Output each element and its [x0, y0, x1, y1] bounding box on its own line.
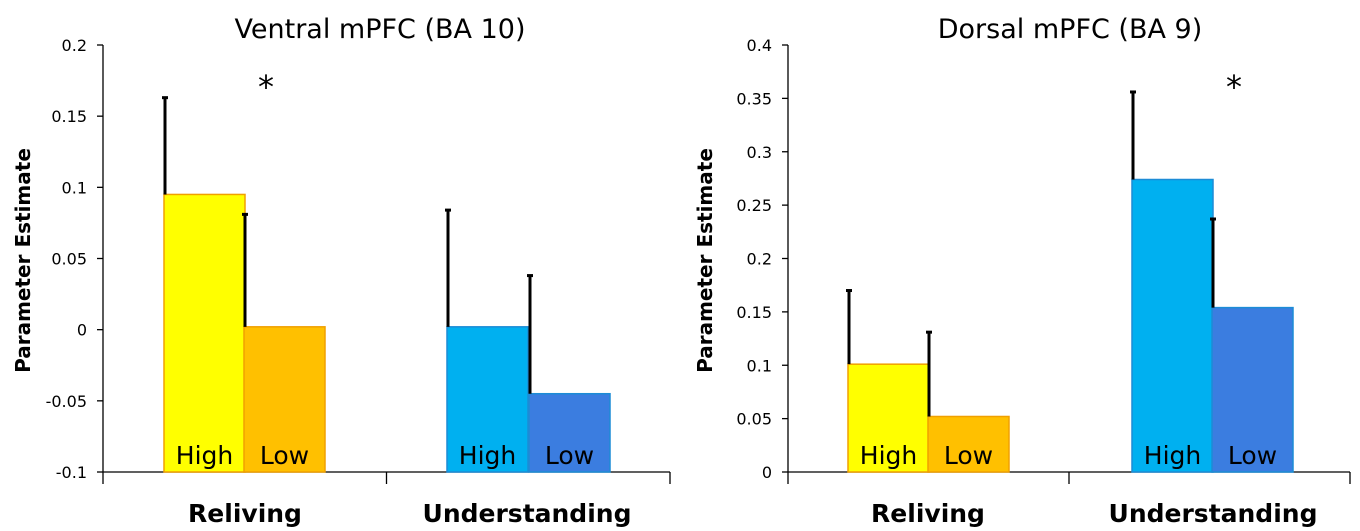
significance-marker: *	[258, 68, 274, 106]
bar-understanding-high	[446, 326, 529, 473]
y-tick-label: 0.15	[736, 303, 772, 322]
bar-label: Low	[260, 441, 309, 470]
category-label: Reliving	[871, 499, 985, 528]
y-tick-label: 0.4	[747, 36, 772, 55]
chart-panel-2: Dorsal mPFC (BA 9) Parameter Estimate 0 0.0…	[693, 14, 1351, 528]
y-tick-label: 0.35	[736, 89, 772, 108]
y-tick-label: -0.1	[56, 463, 87, 482]
bar-reliving-low	[243, 326, 326, 473]
y-tick-label: 0.2	[62, 36, 87, 55]
bar-label: Low	[1228, 441, 1277, 470]
bar-label: High	[1144, 441, 1201, 470]
bar-label: Low	[944, 441, 993, 470]
category-label: Understanding	[423, 499, 632, 528]
y-tick-label: 0.15	[51, 107, 87, 126]
y-tick-label: 0.1	[747, 356, 772, 375]
y-tick-label: 0.3	[747, 143, 772, 162]
y-axis-label: Parameter Estimate	[693, 148, 717, 373]
bar-reliving-low	[927, 415, 1010, 473]
chart-title: Dorsal mPFC (BA 9)	[938, 14, 1202, 45]
y-tick-label: 0	[77, 321, 87, 340]
bar-label: High	[459, 441, 516, 470]
bar-understanding-low	[528, 392, 611, 473]
category-label: Understanding	[1109, 499, 1318, 528]
y-tick-label: 0.25	[736, 196, 772, 215]
significance-marker: *	[1226, 68, 1242, 106]
y-tick-label: 0.05	[736, 410, 772, 429]
category-label: Reliving	[188, 499, 302, 528]
y-tick-label: 0.05	[51, 250, 87, 269]
y-tick-label: 0.2	[747, 250, 772, 269]
bar-label: High	[176, 441, 233, 470]
chart-panel-1: Ventral mPFC (BA 10) Parameter Estimate -0…	[11, 14, 671, 528]
bar-understanding-high	[1131, 178, 1214, 473]
y-tick-label: 0.1	[62, 178, 87, 197]
bar-label: High	[860, 441, 917, 470]
bar-label: Low	[545, 441, 594, 470]
bar-understanding-low	[1211, 306, 1294, 473]
y-tick-label: -0.05	[46, 392, 87, 411]
y-tick-label: 0	[762, 463, 772, 482]
bar-reliving-high	[163, 193, 246, 473]
y-axis-label: Parameter Estimate	[11, 148, 35, 373]
chart-title: Ventral mPFC (BA 10)	[235, 14, 526, 45]
